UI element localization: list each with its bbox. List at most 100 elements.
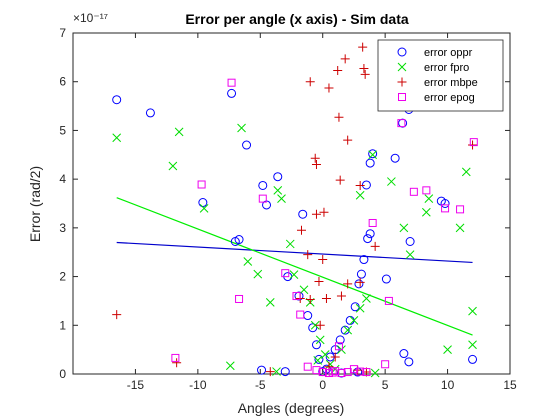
error-epog-point-29 xyxy=(328,368,337,377)
x-tick-label: 0 xyxy=(319,378,326,392)
error-epog-point-7 xyxy=(292,292,301,301)
error-oppr-point-30 xyxy=(365,229,375,239)
error-epog-point-1 xyxy=(171,353,180,362)
error-fpro-point-6 xyxy=(237,123,246,133)
error-oppr-point-37 xyxy=(405,236,415,246)
error-epog-point-15 xyxy=(343,368,352,377)
error-mbpe-point-20 xyxy=(314,276,324,286)
x-tick-label: -10 xyxy=(189,378,207,392)
error-fpro-point-24 xyxy=(362,294,371,303)
error-mbpe-point-19 xyxy=(318,255,328,265)
y-tick-label: 0 xyxy=(59,367,66,381)
error-epog-point-24 xyxy=(441,204,450,213)
error-oppr-point-23 xyxy=(340,325,350,335)
error-fpro-point-1 xyxy=(112,133,122,143)
error-epog-point-18 xyxy=(362,368,371,377)
y-tick-label: 7 xyxy=(59,26,66,40)
error-mbpe-point-5 xyxy=(340,54,350,64)
error-oppr-point-22 xyxy=(335,335,345,345)
y-tick-label: 4 xyxy=(59,172,66,186)
error-mbpe-point-28 xyxy=(172,358,182,368)
error-oppr-point-17 xyxy=(314,354,324,364)
error-fpro-point-26 xyxy=(368,150,378,160)
error-mbpe-point-35 xyxy=(315,320,325,330)
error-oppr-point-42 xyxy=(468,354,478,364)
error-fpro-point-10 xyxy=(277,194,286,203)
error-mbpe-point-1 xyxy=(112,310,122,320)
legend-label-error-epog: error epog xyxy=(424,92,475,104)
error-oppr-point-29 xyxy=(363,234,373,244)
error-mbpe-point-6 xyxy=(334,112,344,122)
error-fpro-point-31 xyxy=(424,194,434,203)
error-oppr-point-33 xyxy=(368,149,378,159)
error-fpro-point-29 xyxy=(405,250,415,260)
error-epog-point-25 xyxy=(456,205,465,214)
x-tick-label: -5 xyxy=(255,378,266,392)
error-fpro-point-28 xyxy=(399,223,409,233)
error-oppr-point-8 xyxy=(258,180,268,190)
legend-marker-error-oppr xyxy=(397,47,407,57)
error-oppr-point-28 xyxy=(359,255,369,265)
error-fpro-point-15 xyxy=(310,320,320,330)
fit-lines xyxy=(116,197,473,336)
x-tick-label: 5 xyxy=(382,378,389,392)
error-mbpe-point-11 xyxy=(310,153,320,163)
legend: error oppr error fpro error mbpe error epog xyxy=(377,39,504,112)
error-oppr-point-34 xyxy=(390,153,400,163)
error-epog-point-11 xyxy=(318,368,327,377)
error-epog-point-13 xyxy=(331,367,340,376)
error-epog-point-6 xyxy=(281,269,290,278)
error-mbpe-point-8 xyxy=(358,42,368,52)
error-mbpe-point-12 xyxy=(311,160,321,170)
axis-ticks: -15 -10 -5 0 5 10 15 0 1 2 3 4 5 6 7 xyxy=(59,26,517,392)
error-mbpe-point-32 xyxy=(330,352,340,362)
y-tick-label: 1 xyxy=(59,318,66,332)
chart-title: Error per angle (x axis) - Sim data xyxy=(185,11,409,27)
error-fpro-point-30 xyxy=(421,207,431,217)
error-fpro-point-2 xyxy=(168,161,178,171)
error-oppr-point-7 xyxy=(234,235,244,245)
error-oppr-point-43 xyxy=(257,365,267,375)
error-mbpe-point-34 xyxy=(355,277,365,287)
error-epog-point-21 xyxy=(397,119,406,128)
error-fpro-point-5 xyxy=(225,361,235,371)
error-mbpe-point-2 xyxy=(305,77,315,87)
y-tick-label: 2 xyxy=(59,270,66,284)
error-mbpe-point-22 xyxy=(321,293,331,303)
error-fpro-point-7 xyxy=(243,257,253,266)
error-mbpe-point-26 xyxy=(370,241,380,251)
error-oppr-point-4 xyxy=(227,88,237,98)
error-epog-point-14 xyxy=(337,369,346,378)
error-mbpe-point-21 xyxy=(336,291,346,301)
legend-label-error-mbpe: error mbpe xyxy=(424,77,478,89)
error-oppr-point-40 xyxy=(399,349,409,359)
y-axis-multiplier: ×10⁻¹⁷ xyxy=(73,11,108,25)
error-fpro-point-9 xyxy=(273,185,283,195)
error-fpro-point-21 xyxy=(343,325,353,335)
error-epog-point-26 xyxy=(469,138,478,147)
error-epog-point-8 xyxy=(296,310,305,319)
error-fpro-point-32 xyxy=(455,223,465,233)
error-fpro-point-27 xyxy=(387,177,396,186)
error-epog-point-4 xyxy=(235,294,244,303)
error-fpro-point-40 xyxy=(313,356,323,365)
error-mbpe-point-25 xyxy=(343,279,353,289)
error-oppr-point-32 xyxy=(365,158,375,168)
error-oppr-point-16 xyxy=(311,340,321,350)
error-epog-point-27 xyxy=(381,360,390,369)
error-mbpe-point-29 xyxy=(265,367,275,377)
error-epog-point-28 xyxy=(334,342,343,351)
error-oppr-point-27 xyxy=(356,269,366,279)
error-epog-point-5 xyxy=(258,194,267,203)
error-mbpe-point-23 xyxy=(305,294,315,304)
error-oppr-point-41 xyxy=(404,357,414,367)
error-epog-point-3 xyxy=(227,78,236,87)
error-mbpe-point-15 xyxy=(335,175,345,185)
error-fpro-point-36 xyxy=(443,345,452,354)
error-epog-point-20 xyxy=(384,296,393,305)
error-fpro-point-22 xyxy=(349,316,359,325)
error-epog-point-16 xyxy=(349,365,358,374)
error-epog-point-23 xyxy=(422,186,431,195)
error-mbpe-point-9 xyxy=(359,64,369,74)
